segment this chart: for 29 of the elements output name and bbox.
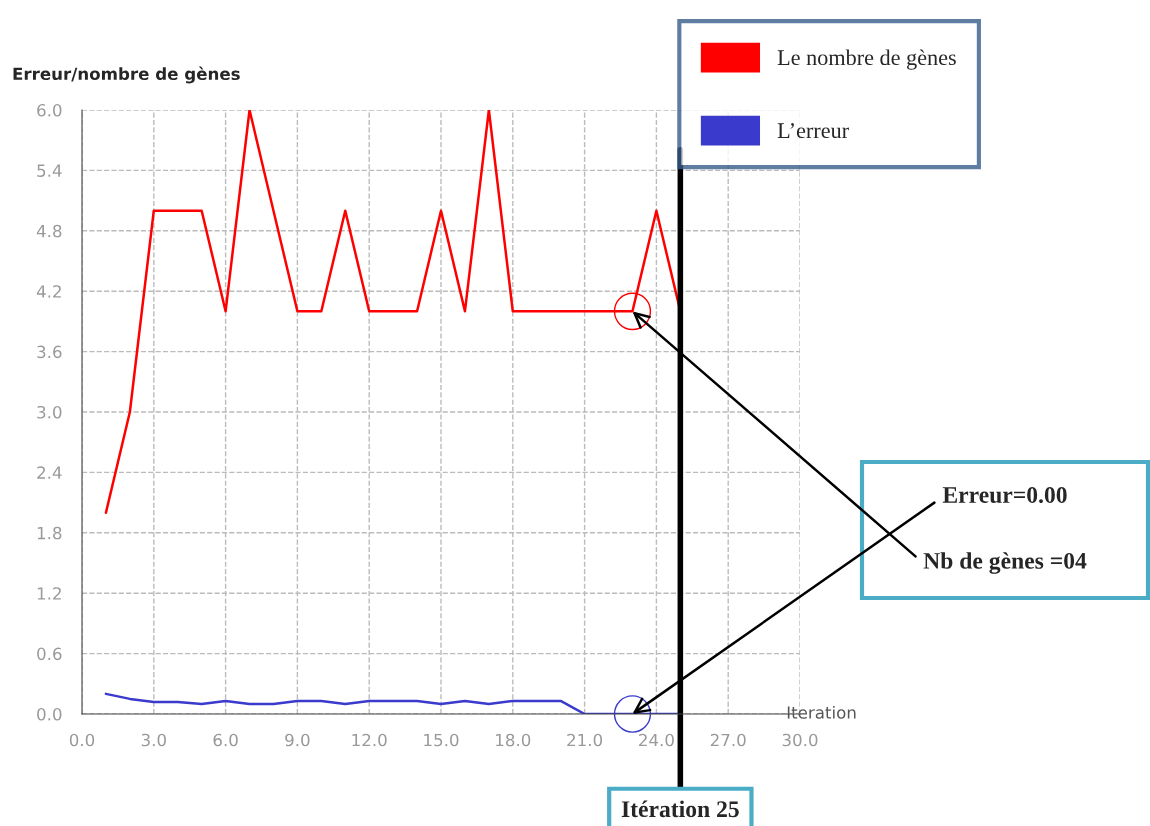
y-tick-label: 3.6 — [37, 345, 62, 359]
y-tick-label: 4.2 — [36, 285, 61, 298]
x-tick-label: 24.0 — [639, 733, 674, 747]
x-tick-label: 30.0 — [782, 733, 818, 747]
annotation: Nb de gènes =04 — [923, 552, 1087, 574]
x-axis-title: Iteration — [787, 705, 856, 719]
x-tick-label: 12.0 — [352, 733, 387, 747]
x-tick-label: 21.0 — [567, 733, 603, 747]
y-tick-label: 2.4 — [37, 466, 62, 479]
annotation: Erreur=0.00 — [942, 486, 1067, 504]
x-tick-label: 3.0 — [141, 733, 166, 747]
x-tick-label: 0.0 — [69, 733, 95, 747]
x-tick-label: 27.0 — [710, 733, 746, 747]
y-tick-label: 1.8 — [37, 526, 62, 540]
legend-label: L’erreur — [777, 123, 849, 139]
x-tick-label: 6.0 — [213, 733, 238, 747]
y-tick-label: 4.8 — [36, 224, 62, 238]
y-tick-label: 0.6 — [37, 647, 62, 661]
x-tick-label: 15.0 — [424, 733, 459, 747]
y-tick-label: 6.0 — [37, 103, 62, 117]
legend-label: Le nombre de gènes — [777, 49, 956, 70]
y-tick-label: 3.0 — [37, 405, 62, 419]
y-tick-label: 1.2 — [37, 587, 61, 600]
x-tick-label: 9.0 — [285, 733, 310, 747]
ref-line-label: Itération 25 — [621, 800, 739, 818]
y-tick-label: 0.0 — [37, 707, 62, 721]
y-axis-title: Erreur/nombre de gènes — [13, 66, 240, 84]
y-tick-label: 5.4 — [37, 164, 62, 177]
x-tick-label: 18.0 — [496, 733, 531, 747]
